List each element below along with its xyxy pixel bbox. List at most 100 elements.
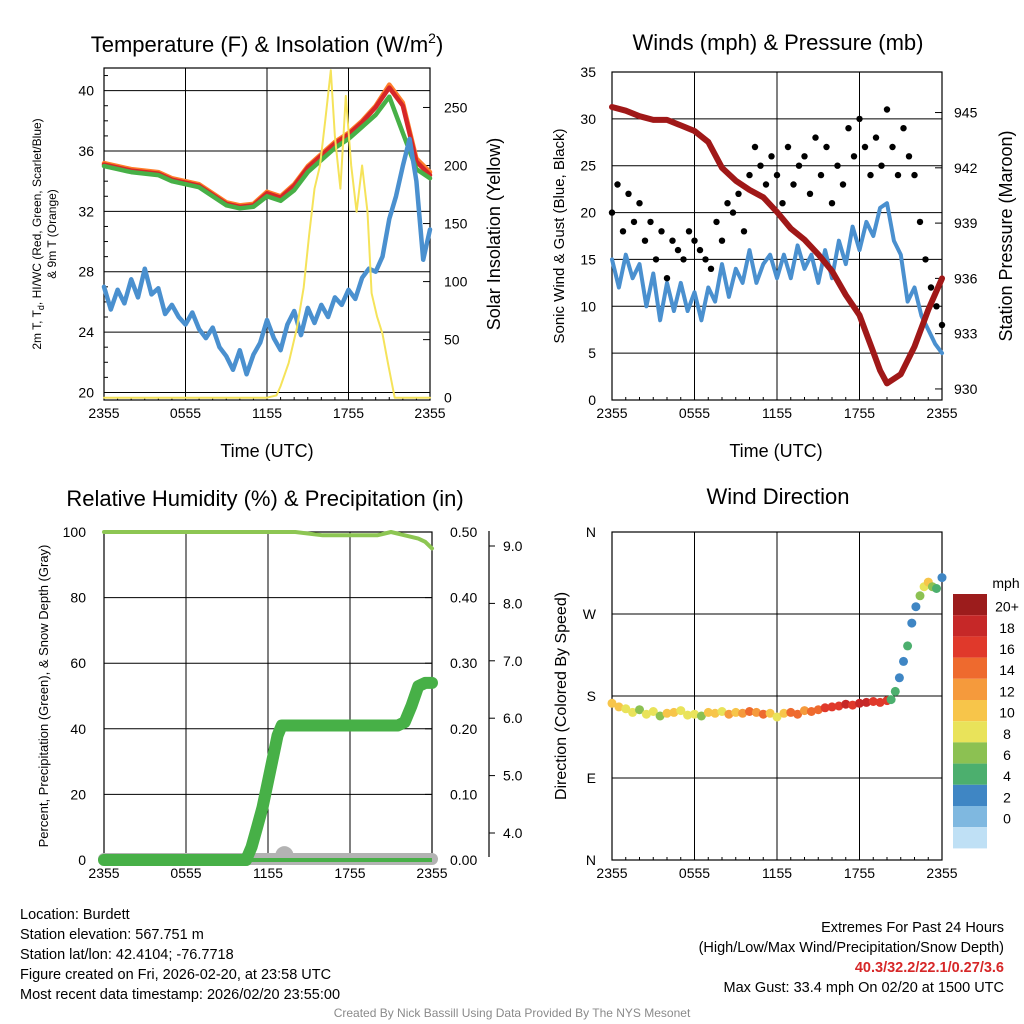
gust-point (795, 162, 803, 169)
gust-point (922, 256, 929, 263)
direction-point (628, 707, 638, 717)
gust-point (685, 228, 693, 235)
direction-point (710, 708, 720, 718)
temp-ytick-label: 40 (78, 83, 94, 99)
direction-point (635, 705, 644, 715)
direction-point (813, 705, 823, 715)
temp-ytick-label: 20 (78, 384, 94, 400)
direction-point (648, 707, 658, 716)
latlon-line: Station lat/lon: 42.4104; -76.7718 (20, 947, 234, 963)
gust-point (746, 171, 753, 179)
gust-point (839, 181, 847, 188)
precip-ytick-label: 0.20 (450, 721, 477, 737)
winds-ytick-label: 5 (588, 345, 596, 361)
temp-ytick-label: 28 (78, 264, 94, 280)
max-gust-line: Max Gust: 33.4 mph On 02/20 at 1500 UTC (723, 980, 1004, 996)
insolation-ytick-label: 0 (444, 390, 452, 406)
dir-xtick-label: 0555 (679, 865, 710, 881)
colorbar-label: 18 (999, 620, 1015, 636)
gust-point (680, 256, 687, 263)
direction-point (911, 602, 921, 612)
colorbar-swatch (953, 594, 987, 616)
dir-xtick-label: 1755 (844, 865, 875, 881)
winds-chart-title: Winds (mph) & Pressure (mb) (633, 30, 924, 55)
direction-point (827, 702, 837, 712)
insolation-ylabel: Solar Insolation (Yellow) (484, 138, 504, 330)
insolation-ytick-label: 50 (444, 332, 460, 348)
direction-point (875, 697, 885, 707)
winds-ytick-label: 25 (580, 158, 596, 174)
colorbar-swatch (953, 742, 987, 764)
rh-ytick-label: 40 (70, 721, 86, 737)
gust-point (779, 200, 786, 207)
temp-ytick-label: 24 (78, 324, 94, 340)
gust-point (784, 143, 792, 151)
gust-point (718, 237, 726, 244)
snow-ytick-label: 4.0 (503, 825, 523, 841)
direction-point (731, 707, 741, 717)
gust-point (641, 237, 649, 244)
recent-data-line: Most recent data timestamp: 2026/02/20 2… (20, 987, 341, 1003)
precip-ytick-label: 0.40 (450, 590, 477, 606)
direction-point (738, 708, 748, 718)
direction-point (641, 709, 651, 719)
direction-point (834, 701, 844, 711)
snow-ytick-label: 8.0 (503, 595, 523, 611)
direction-point (841, 699, 851, 709)
temp-xtick-label: 1155 (252, 405, 282, 421)
insolation-ytick-label: 100 (444, 274, 468, 290)
series-station-pressure (609, 104, 945, 387)
gust-point (713, 218, 720, 226)
winds-ytick-label: 30 (580, 111, 596, 127)
colorbar-swatch (953, 784, 987, 806)
direction-point (932, 584, 941, 593)
gust-point (861, 143, 869, 151)
gust-point (938, 321, 946, 329)
gust-point (669, 237, 676, 244)
snow-ytick-label: 9.0 (503, 538, 523, 554)
gust-point (729, 209, 737, 216)
gust-point (872, 134, 880, 141)
pressure-ytick-label: 930 (954, 381, 978, 397)
pressure-ytick-label: 939 (954, 215, 978, 231)
direction-point (621, 704, 631, 714)
direction-point (907, 618, 917, 628)
gust-point (823, 143, 830, 151)
gust-point (751, 143, 759, 151)
gust-point (652, 256, 660, 263)
rh-ytick-label: 60 (70, 655, 86, 671)
gust-point (916, 218, 924, 226)
direction-point (662, 708, 672, 718)
direction-point (765, 708, 775, 718)
gust-point (927, 284, 935, 291)
dir-xtick-label: 2355 (926, 865, 957, 881)
temp-ylabel-line2: & 9m T (Orange) (45, 189, 59, 279)
direction-point (899, 656, 908, 666)
gust-point (724, 200, 731, 207)
winds-ytick-label: 15 (580, 251, 596, 267)
direction-point (800, 706, 809, 716)
colorbar-swatch (953, 615, 987, 637)
colorbar-label: 4 (1003, 768, 1011, 784)
gust-point (663, 275, 671, 282)
temp-ytick-label: 36 (78, 143, 94, 159)
precip-ytick-label: 0.00 (450, 852, 477, 868)
rh-ytick-label: 80 (70, 590, 86, 606)
gust-point (801, 153, 808, 160)
extremes-subtitle: (High/Low/Max Wind/Precipitation/Snow De… (698, 940, 1004, 956)
direction-point (868, 697, 878, 706)
winds-xtick-label: 2355 (596, 405, 627, 421)
insolation-ytick-label: 250 (444, 99, 468, 115)
series-relative-humidity (102, 530, 434, 551)
figure-created-line: Figure created on Fri, 2026-02-20, at 23… (20, 967, 332, 983)
direction-point (861, 697, 871, 707)
gust-point (702, 256, 709, 263)
winds-ytick-label: 35 (580, 64, 596, 80)
series-solar-insolation (103, 69, 431, 399)
direction-point (669, 707, 679, 717)
rh-xtick-label: 1755 (334, 865, 365, 881)
direction-point (806, 707, 816, 716)
direction-point (890, 686, 900, 696)
colorbar-swatch (953, 721, 987, 743)
gust-point (806, 190, 814, 197)
